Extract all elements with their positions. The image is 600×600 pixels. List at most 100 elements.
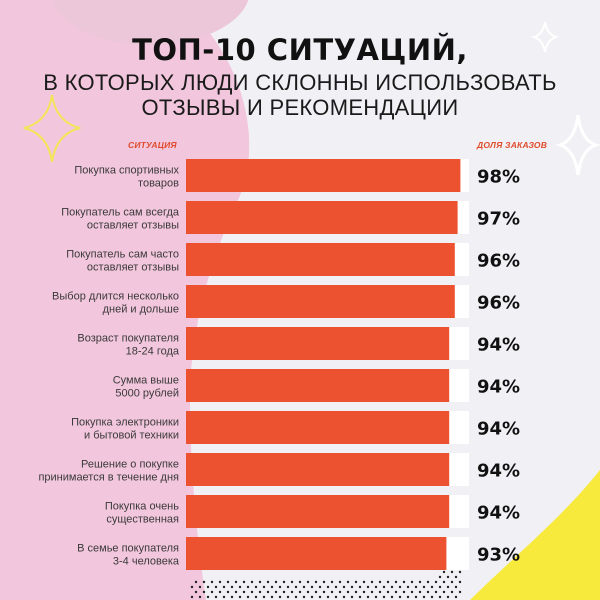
bar (186, 453, 450, 486)
pattern-dot (218, 590, 222, 594)
pattern-dot (290, 580, 294, 584)
pattern-dot (250, 590, 254, 594)
pattern-dot (410, 580, 414, 584)
pattern-dot (382, 595, 386, 599)
pattern-dot (282, 590, 286, 594)
category-label: Покупка спортивных товаров (74, 165, 179, 190)
pattern-dot (438, 585, 442, 589)
pattern-dot (226, 590, 230, 594)
pattern-dot (246, 585, 250, 589)
category-label: Покупатель сам всегда оставляет отзывы (61, 207, 180, 232)
pattern-dot (446, 575, 450, 579)
pattern-dot (374, 595, 378, 599)
pattern-dot (446, 585, 450, 589)
sparkle-icon-top (530, 21, 560, 53)
pattern-dot (242, 580, 246, 584)
pattern-dot (210, 580, 214, 584)
pattern-dot (330, 580, 334, 584)
pattern-dot (326, 595, 330, 599)
pattern-dot (406, 595, 410, 599)
pattern-dot (414, 585, 418, 589)
category-label: В семье покупателя 3-4 человека (77, 543, 180, 568)
pattern-dot (266, 580, 270, 584)
pattern-dot (194, 590, 198, 594)
pattern-dot (278, 585, 282, 589)
pattern-dot (370, 580, 374, 584)
pattern-dot (238, 585, 242, 589)
pattern-dot (438, 595, 442, 599)
pattern-dot (362, 580, 366, 584)
pattern-dot (418, 590, 422, 594)
pattern-dot (442, 590, 446, 594)
pattern-dot (454, 585, 458, 589)
pattern-dot (254, 595, 258, 599)
pattern-dot (222, 585, 226, 589)
category-label: Выбор длится несколько дней и дольше (52, 291, 179, 316)
pattern-dot (226, 580, 230, 584)
pattern-dot (330, 590, 334, 594)
pattern-dot (386, 580, 390, 584)
value-label: 94% (477, 461, 520, 482)
pattern-dot (402, 580, 406, 584)
pattern-dot (214, 585, 218, 589)
pink-blob-top (51, 0, 249, 45)
pattern-dot (390, 595, 394, 599)
value-label: 94% (477, 377, 520, 398)
pattern-dot (346, 590, 350, 594)
pattern-dot (382, 585, 386, 589)
page-subtitle-line-1: В КОТОРЫХ ЛЮДИ СКЛОННЫ ИСПОЛЬЗОВАТЬ (43, 70, 557, 95)
pattern-dot (198, 595, 202, 599)
pattern-dot (434, 580, 438, 584)
pattern-dot (378, 590, 382, 594)
pattern-dot (298, 590, 302, 594)
pattern-dot (274, 590, 278, 594)
pattern-dot (442, 580, 446, 584)
share-column-heading: ДОЛЯ ЗАКАЗОВ (477, 140, 548, 150)
pattern-dot (458, 570, 462, 574)
pattern-dot (326, 585, 330, 589)
pattern-dot (290, 590, 294, 594)
pattern-dot (426, 590, 430, 594)
pattern-dot (398, 585, 402, 589)
page-title: ТОП-10 СИТУАЦИЙ, (132, 33, 468, 67)
pattern-dot (442, 570, 446, 574)
bar (186, 285, 455, 318)
pattern-dot (214, 595, 218, 599)
pattern-dot (246, 595, 250, 599)
pattern-dot (426, 580, 430, 584)
value-label: 98% (477, 167, 520, 188)
dot-pattern (190, 565, 462, 599)
pattern-dot (458, 580, 462, 584)
pattern-dot (210, 590, 214, 594)
yellow-blob-bottom-right (470, 470, 600, 600)
pattern-dot (262, 595, 266, 599)
pattern-dot (394, 590, 398, 594)
pattern-dot (278, 595, 282, 599)
pattern-dot (230, 585, 234, 589)
pattern-dot (334, 595, 338, 599)
pattern-dot (294, 595, 298, 599)
pattern-dot (310, 595, 314, 599)
pattern-dot (282, 580, 286, 584)
pattern-dot (422, 585, 426, 589)
pattern-dot (398, 595, 402, 599)
pattern-dot (206, 595, 210, 599)
value-label: 94% (477, 335, 520, 356)
pattern-dot (450, 570, 454, 574)
pattern-dot (454, 575, 458, 579)
pattern-dot (366, 585, 370, 589)
pattern-dot (318, 585, 322, 589)
pattern-dot (270, 595, 274, 599)
pattern-dot (262, 585, 266, 589)
pattern-dot (286, 585, 290, 589)
pattern-dot (314, 590, 318, 594)
pattern-dot (438, 575, 442, 579)
pattern-dot (202, 590, 206, 594)
pattern-dot (446, 595, 450, 599)
bar (186, 369, 450, 402)
pattern-dot (218, 580, 222, 584)
pattern-dot (422, 595, 426, 599)
bar (186, 201, 458, 234)
pattern-dot (194, 580, 198, 584)
